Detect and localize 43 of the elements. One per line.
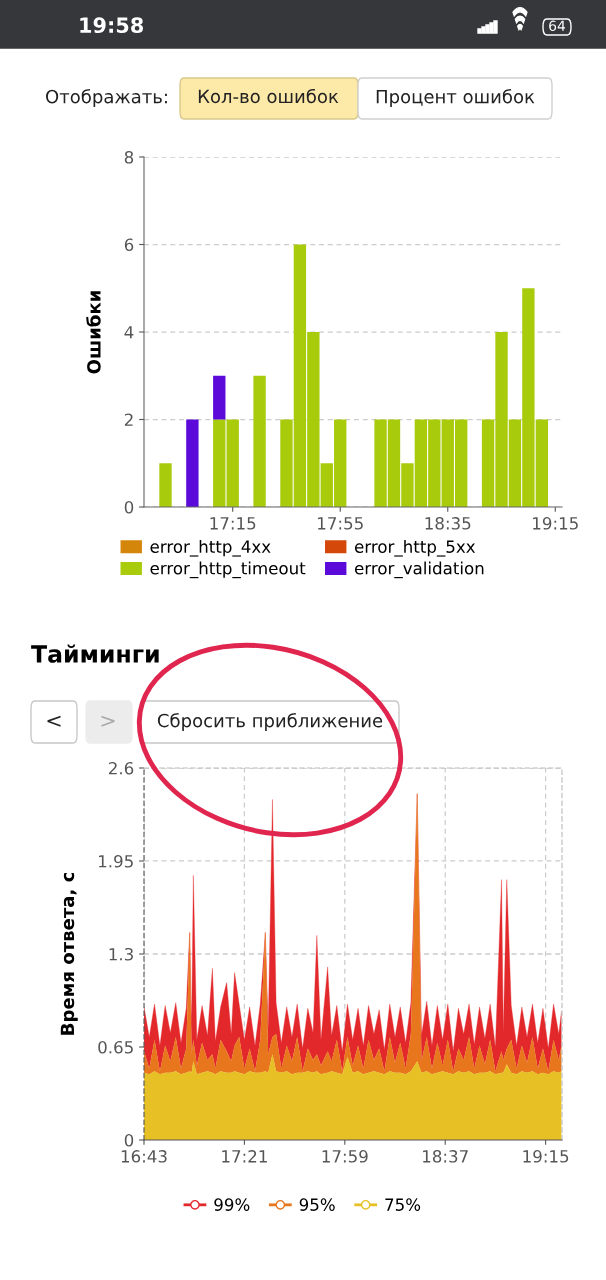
y-tick-label: 4 (124, 326, 134, 339)
x-tick-label: 17:55 (318, 517, 363, 530)
bar (213, 375, 226, 420)
x-tick-label: 16:43 (121, 1150, 167, 1163)
bar (186, 419, 199, 507)
y-tick-label: 0.65 (98, 1040, 133, 1054)
legend-label: error_http_timeout (150, 561, 306, 579)
x-tick-label: 17:21 (222, 1150, 267, 1163)
y-tick-label: 1.95 (99, 854, 133, 868)
y-tick-label: 8 (124, 150, 134, 164)
text: Процент ошибок (376, 89, 535, 107)
legend-label: error_http_4xx (150, 540, 271, 557)
text: > (101, 715, 115, 727)
bar (253, 375, 266, 507)
x-tick-label: 19:15 (523, 1150, 569, 1163)
x-tick-label: 18:35 (425, 517, 471, 530)
text: Кол-во ошибок (198, 88, 339, 104)
legend-label: error_http_5xx (354, 540, 476, 557)
legend-label: error_validation (354, 561, 484, 579)
bar (213, 419, 226, 507)
y-axis-title: Ошибки (86, 291, 101, 374)
legend-label: 95% (299, 1198, 335, 1211)
y-axis-title: Время ответа, с (60, 872, 78, 1035)
bar (159, 463, 172, 507)
y-tick-label: 2 (124, 413, 133, 426)
text: Сбросить приближение (157, 713, 383, 731)
text: < (47, 715, 61, 727)
x-tick-label: 18:37 (423, 1150, 468, 1163)
x-tick-label: 17:15 (210, 517, 256, 530)
text: 19:58 (80, 17, 144, 34)
text: Тайминги (31, 644, 159, 663)
y-tick-label: 6 (124, 238, 134, 252)
text: 64 (549, 20, 566, 32)
x-tick-label: 19:15 (533, 517, 578, 530)
y-tick-label: 0 (124, 500, 134, 514)
y-tick-label: 2.6 (108, 761, 134, 775)
legend-label: 75% (385, 1198, 421, 1211)
legend-label: 99% (214, 1198, 250, 1211)
text: Отображать: (46, 89, 167, 107)
bar (226, 419, 239, 507)
y-tick-label: 1.3 (109, 947, 133, 961)
y-tick-label: 0 (124, 1133, 134, 1147)
x-tick-label: 17:59 (322, 1150, 368, 1163)
